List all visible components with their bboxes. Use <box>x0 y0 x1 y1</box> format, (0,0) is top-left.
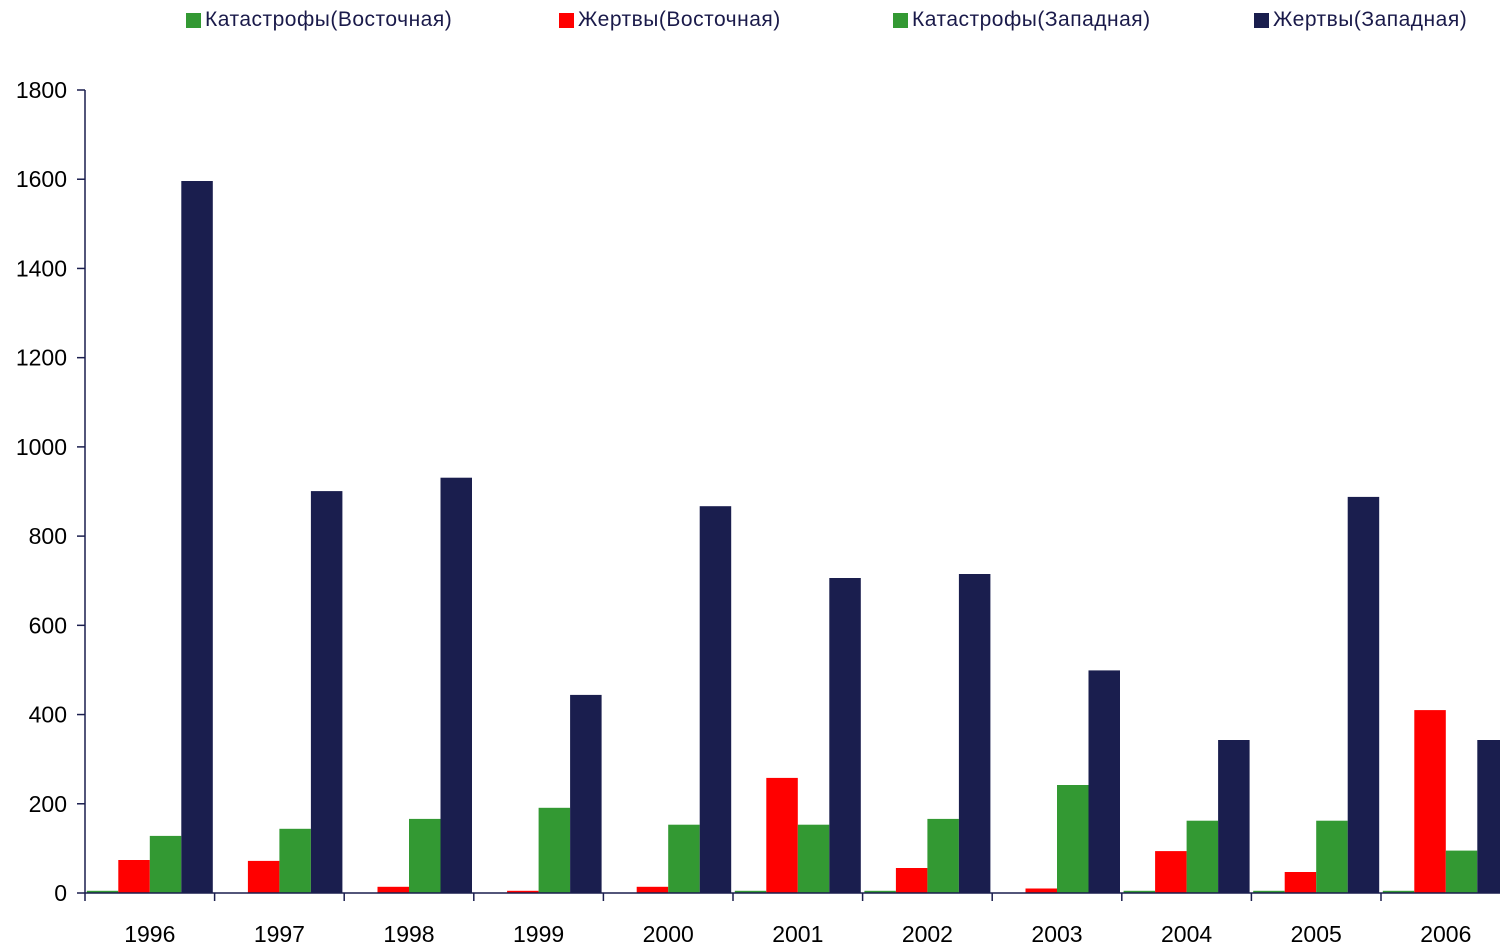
bar <box>797 824 830 893</box>
bar <box>1382 890 1415 893</box>
bars-group <box>86 181 1500 893</box>
bar <box>1316 820 1348 893</box>
bar <box>310 491 343 893</box>
x-tick-label: 2005 <box>1291 921 1342 947</box>
y-tick-label: 1800 <box>16 77 67 103</box>
bar <box>829 578 861 893</box>
legend-item: Катастрофы(Восточная) <box>186 8 452 32</box>
x-tick-label: 2000 <box>643 921 694 947</box>
bar <box>440 477 472 893</box>
legend-item: Катастрофы(Западная) <box>893 8 1151 32</box>
y-tick-label: 1000 <box>16 434 67 460</box>
bar <box>247 860 280 893</box>
legend-item: Жертвы(Западная) <box>1254 8 1467 32</box>
x-tick-label: 1996 <box>124 921 175 947</box>
bar <box>86 890 119 893</box>
bar <box>1347 496 1380 893</box>
legend-swatch <box>559 12 574 28</box>
bar <box>1253 890 1285 893</box>
bar <box>279 828 311 893</box>
legend-label: Жертвы(Западная) <box>1273 8 1468 31</box>
x-tick-label: 2002 <box>902 921 953 947</box>
bar <box>1088 670 1120 893</box>
x-tick-label: 1997 <box>254 921 305 947</box>
x-tick-label: 2001 <box>772 921 823 947</box>
y-tick-label: 800 <box>29 523 67 549</box>
bar <box>1284 872 1317 893</box>
y-tick-label: 200 <box>29 791 67 817</box>
legend-swatch <box>893 12 908 28</box>
y-tick-label: 1600 <box>16 166 67 192</box>
x-tick-label: 2003 <box>1031 921 1082 947</box>
bar <box>1218 740 1250 893</box>
x-tick-label: 2006 <box>1420 921 1471 947</box>
bar <box>507 890 539 893</box>
bar <box>1123 890 1156 893</box>
bar <box>149 835 182 893</box>
bar <box>1025 888 1057 893</box>
bar <box>1155 851 1187 893</box>
legend-item: Жертвы(Восточная) <box>559 8 781 32</box>
bar <box>668 824 700 893</box>
chart-legend: Катастрофы(Восточная) Жертвы(Восточная) Ка… <box>0 8 1500 38</box>
bar <box>734 890 767 893</box>
bar <box>570 694 602 893</box>
y-tick-label: 1200 <box>16 345 67 371</box>
x-tick-label: 1999 <box>513 921 564 947</box>
bar <box>895 868 928 893</box>
legend-swatch <box>1254 12 1269 28</box>
bar <box>181 181 213 893</box>
bar <box>1057 785 1089 893</box>
axes-group: 0 200 400 600 800 1000 1200 1400 1600 1800 1996 199… <box>16 77 1500 947</box>
x-tick-label: 1998 <box>383 921 434 947</box>
bar <box>766 777 798 893</box>
x-tick-label: 2004 <box>1161 921 1212 947</box>
y-tick-label: 600 <box>29 612 67 638</box>
bar <box>1186 820 1219 893</box>
legend-label: Жертвы(Восточная) <box>578 8 781 31</box>
bar <box>636 886 669 893</box>
legend-label: Катастрофы(Восточная) <box>205 8 453 31</box>
bar <box>1477 740 1500 893</box>
bar <box>927 818 959 893</box>
legend-label: Катастрофы(Западная) <box>912 8 1151 31</box>
y-tick-label: 1400 <box>16 255 67 281</box>
bar <box>409 818 441 893</box>
bar <box>1445 850 1478 893</box>
bar <box>1414 710 1446 893</box>
y-tick-label: 0 <box>54 880 67 906</box>
bar <box>118 860 150 893</box>
bar <box>377 886 409 893</box>
y-tick-label: 400 <box>29 702 67 728</box>
bar <box>958 574 991 893</box>
legend-swatch <box>186 12 201 28</box>
bar <box>699 506 732 893</box>
bar <box>538 807 571 893</box>
bar <box>864 890 896 893</box>
